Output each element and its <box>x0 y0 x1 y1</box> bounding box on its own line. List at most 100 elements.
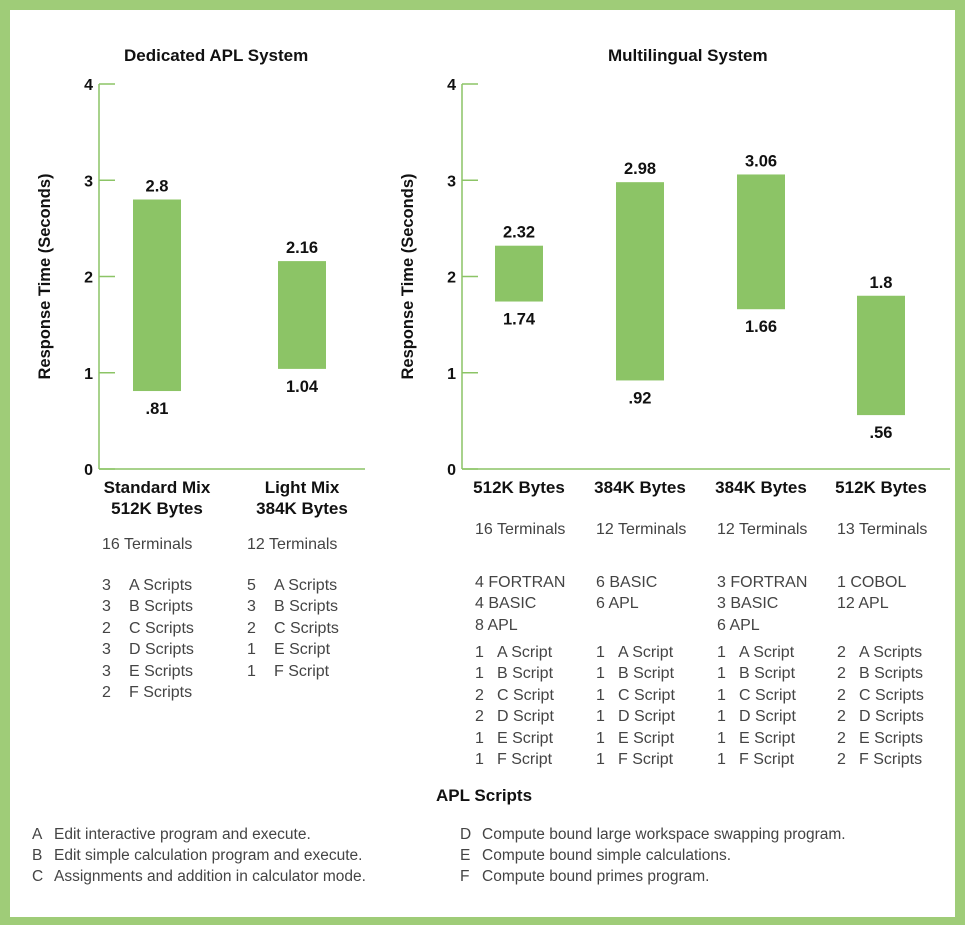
script-name: B Script <box>618 665 675 683</box>
range-bar <box>495 245 543 302</box>
script-count: 3 <box>102 662 111 680</box>
script-count: 1 <box>596 686 605 704</box>
script-count: 3 <box>102 598 111 616</box>
y-axis-label: Response Time (Seconds) <box>399 173 417 379</box>
legend-item: F Compute bound primes program. <box>460 866 846 887</box>
language-count: 3 FORTRAN <box>717 574 808 591</box>
script-count: 1 <box>717 751 726 768</box>
legend-column-right: D Compute bound large workspace swapping … <box>460 824 846 887</box>
legend-item: C Assignments and addition in calculator … <box>32 866 366 887</box>
script-name: D Script <box>618 708 675 726</box>
bar-high-label: 1.8 <box>870 274 893 292</box>
language-count: 3 BASIC <box>717 595 779 613</box>
legend-text: Edit simple calculation program and exec… <box>54 847 363 864</box>
bar-low-label: .56 <box>870 424 893 442</box>
legend-text: Assignments and addition in calculator m… <box>54 868 366 885</box>
script-count: 2 <box>102 684 111 701</box>
language-count: 12 APL <box>837 595 889 613</box>
script-name: F Script <box>618 751 674 768</box>
script-count: 1 <box>247 641 256 659</box>
script-count: 1 <box>475 729 484 747</box>
script-name: D Scripts <box>129 641 194 659</box>
bar-high-label: 3.06 <box>745 152 777 170</box>
category-name: Light Mix <box>264 478 340 497</box>
script-count: 2 <box>247 619 256 637</box>
legend-key: E <box>460 847 471 864</box>
language-count: 6 BASIC <box>596 574 658 591</box>
y-axis-label: Response Time (Seconds) <box>36 173 54 379</box>
y-tick-label: 3 <box>84 173 93 190</box>
script-count: 1 <box>717 665 726 683</box>
script-count: 1 <box>596 729 605 747</box>
script-count: 1 <box>717 708 726 726</box>
script-name: E Script <box>274 641 331 659</box>
script-name: A Scripts <box>274 577 338 594</box>
script-name: F Script <box>497 751 553 768</box>
script-name: D Script <box>497 708 554 726</box>
category-terminals: 13 Terminals <box>837 521 928 538</box>
y-tick-label: 2 <box>447 270 456 287</box>
script-count: 5 <box>247 577 256 594</box>
category-terminals: 12 Terminals <box>247 536 338 553</box>
script-count: 2 <box>837 751 846 768</box>
language-count: 6 APL <box>717 616 760 634</box>
legend-text: Compute bound primes program. <box>482 868 710 885</box>
script-count: 3 <box>102 577 111 594</box>
language-count: 6 APL <box>596 595 639 613</box>
script-count: 2 <box>102 619 111 637</box>
legend-key: C <box>32 868 44 885</box>
script-name: D Scripts <box>859 708 924 726</box>
script-count: 1 <box>717 644 726 661</box>
bar-low-label: 1.74 <box>503 311 536 329</box>
script-name: C Script <box>739 686 796 704</box>
legend-column-left: A Edit interactive program and execute. B E… <box>32 824 366 887</box>
script-count: 2 <box>475 708 484 726</box>
y-tick-label: 4 <box>447 77 456 94</box>
script-count: 1 <box>717 729 726 747</box>
category-memory: 512K Bytes <box>111 499 203 518</box>
bar-high-label: 2.16 <box>286 239 318 257</box>
legend-item: E Compute bound simple calculations. <box>460 845 846 866</box>
legend-key: A <box>32 826 43 843</box>
script-name: C Script <box>497 686 554 704</box>
range-bar <box>737 174 785 310</box>
script-count: 1 <box>475 644 484 661</box>
script-name: E Scripts <box>129 662 194 680</box>
script-name: A Scripts <box>859 644 923 661</box>
script-count: 2 <box>837 729 846 747</box>
script-count: 1 <box>596 751 605 768</box>
script-name: A Scripts <box>129 577 193 594</box>
y-tick-label: 0 <box>84 462 93 479</box>
script-name: C Script <box>618 686 675 704</box>
range-bar <box>278 261 326 369</box>
category-name: Standard Mix <box>103 478 211 497</box>
category-terminals: 16 Terminals <box>475 521 566 538</box>
script-name: E Script <box>739 729 796 747</box>
script-count: 1 <box>717 686 726 704</box>
script-name: B Scripts <box>129 598 194 616</box>
y-tick-label: 3 <box>447 173 456 190</box>
bar-low-label: .81 <box>146 400 169 418</box>
legend-key: B <box>32 847 43 864</box>
category-memory: 384K Bytes <box>715 478 807 497</box>
left-chart-title: Dedicated APL System <box>124 46 309 65</box>
script-name: C Scripts <box>859 686 924 704</box>
language-count: 4 BASIC <box>475 595 537 613</box>
script-count: 1 <box>596 708 605 726</box>
script-name: E Scripts <box>859 729 924 747</box>
legend-title: APL Scripts <box>436 786 533 805</box>
bar-low-label: 1.04 <box>286 378 319 396</box>
y-tick-label: 4 <box>84 77 93 94</box>
legend-item: A Edit interactive program and execute. <box>32 824 366 845</box>
script-name: D Script <box>739 708 796 726</box>
script-count: 1 <box>247 662 256 680</box>
script-name: F Scripts <box>859 751 923 768</box>
category-terminals: 16 Terminals <box>102 536 193 553</box>
category-memory: 512K Bytes <box>835 478 927 497</box>
y-tick-label: 2 <box>84 270 93 287</box>
right-chart-title: Multilingual System <box>608 46 768 65</box>
bar-high-label: 2.98 <box>624 160 656 178</box>
category-memory: 512K Bytes <box>473 478 565 497</box>
script-name: B Script <box>739 665 796 683</box>
